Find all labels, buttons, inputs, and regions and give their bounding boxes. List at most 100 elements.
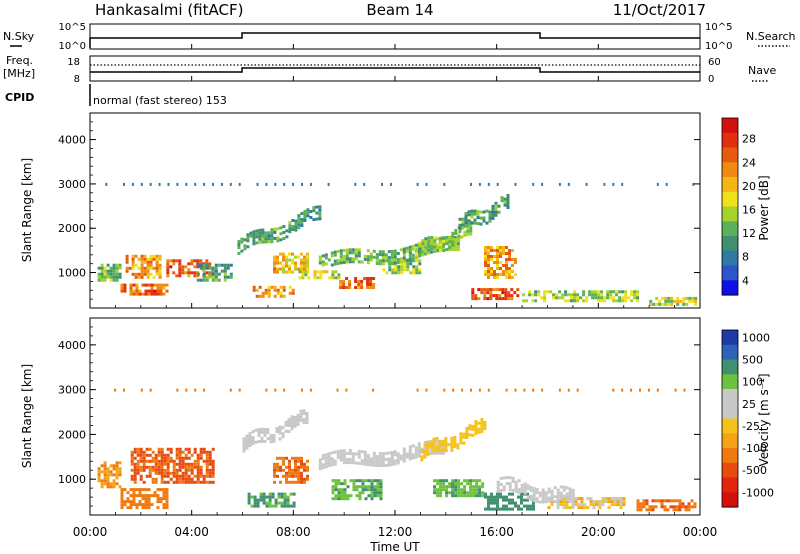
power-cell xyxy=(558,296,562,300)
velocity-cell xyxy=(451,482,455,486)
power-arc-cell xyxy=(500,199,504,203)
power-cell xyxy=(134,254,138,258)
velocity-cell xyxy=(448,491,452,495)
velocity-cell xyxy=(120,497,124,501)
velocity-arc-cell xyxy=(474,420,478,423)
velocity-arc-cell xyxy=(263,430,267,434)
power-cell xyxy=(508,267,511,270)
power-cell xyxy=(505,264,508,267)
velocity-cell xyxy=(589,503,593,507)
velocity-cell xyxy=(601,497,605,501)
velocity-cell xyxy=(292,492,296,496)
velocity-cell xyxy=(294,480,297,484)
power-arc-cell xyxy=(246,233,250,237)
power-cell xyxy=(505,270,508,273)
power-cell xyxy=(190,262,194,266)
power-arc-cell xyxy=(408,251,412,255)
power-cell xyxy=(676,296,680,300)
power-arc-cell xyxy=(414,249,418,253)
velocity-arc-cell xyxy=(378,461,382,465)
power-arc-cell xyxy=(418,241,422,245)
velocity-cell xyxy=(364,479,368,483)
velocity-cell xyxy=(616,503,620,507)
velocity-sparse-cell xyxy=(541,388,544,392)
velocity-cell xyxy=(487,498,490,502)
velocity-cell xyxy=(151,459,155,463)
power-arc-cell xyxy=(270,228,274,232)
velocity-arc-cell xyxy=(471,424,475,428)
power-colorbar-segment xyxy=(722,280,738,296)
power-cell xyxy=(543,296,547,300)
velocity-cell xyxy=(297,456,300,460)
velocity-cell xyxy=(145,447,149,451)
velocity-arc-cell xyxy=(263,427,267,431)
power-arc-cell xyxy=(393,258,397,262)
velocity-cell xyxy=(166,471,170,475)
power-cell xyxy=(159,289,163,293)
velocity-cell xyxy=(139,456,143,460)
power-cell xyxy=(576,293,580,297)
power-arc-cell xyxy=(318,217,322,221)
power-arc-cell xyxy=(494,207,498,211)
velocity-arc-cell xyxy=(499,488,503,492)
velocity-cell xyxy=(157,447,161,451)
velocity-cell xyxy=(181,450,185,454)
velocity-cell xyxy=(154,480,158,484)
power-cell xyxy=(214,263,218,267)
velocity-cell xyxy=(282,459,285,463)
velocity-arc-cell xyxy=(260,430,264,434)
velocity-arc-cell xyxy=(520,489,524,493)
power-arc-cell xyxy=(454,232,458,235)
power-arc-cell xyxy=(339,252,343,256)
power-cell xyxy=(354,277,358,280)
power-cell xyxy=(490,270,493,273)
velocity-cell xyxy=(208,453,212,457)
power-arc-cell xyxy=(457,238,461,242)
power-colorbar-segment xyxy=(722,162,738,178)
velocity-arc-cell xyxy=(429,445,433,449)
velocity-arc-cell xyxy=(330,460,334,464)
velocity-colorbar-segment xyxy=(722,330,738,346)
power-arc-cell xyxy=(436,248,440,252)
velocity-cell xyxy=(151,477,155,481)
power-cell xyxy=(144,292,148,296)
velocity-cell xyxy=(184,465,188,469)
power-arc-cell xyxy=(466,232,470,236)
velocity-arc-cell xyxy=(556,494,560,498)
velocity-cell xyxy=(142,462,146,466)
power-arc-cell xyxy=(357,254,361,258)
power-cell xyxy=(487,249,490,252)
velocity-cell xyxy=(361,491,365,495)
power-cell xyxy=(490,246,493,249)
velocity-cell xyxy=(376,485,380,489)
velocity-cell xyxy=(622,500,626,504)
power-cell xyxy=(273,288,277,292)
velocity-arc-cell xyxy=(426,447,430,451)
velocity-cell xyxy=(142,459,146,463)
velocity-cell xyxy=(508,492,511,496)
velocity-arc-cell xyxy=(423,440,427,444)
velocity-cell xyxy=(340,494,344,498)
velocity-cell xyxy=(259,498,263,502)
power-cell xyxy=(633,296,637,300)
velocity-arc-cell xyxy=(381,458,385,462)
power-arc-cell xyxy=(378,250,382,254)
velocity-cell xyxy=(463,494,467,498)
power-arc-cell xyxy=(411,256,415,260)
power-arc-cell xyxy=(318,214,322,218)
velocity-cell xyxy=(144,488,148,492)
power-cell xyxy=(156,283,160,287)
power-cell xyxy=(348,280,352,283)
velocity-cell xyxy=(291,474,294,478)
velocity-cell xyxy=(660,505,664,509)
velocity-arc-cell xyxy=(324,453,328,457)
velocity-colorbar-tick: -25 xyxy=(742,420,760,433)
velocity-cell xyxy=(496,507,499,511)
velocity-arc-cell xyxy=(357,461,361,465)
velocity-cell xyxy=(136,465,140,469)
power-cell xyxy=(484,261,487,264)
velocity-arc-cell xyxy=(429,449,433,452)
velocity-cell xyxy=(208,480,212,484)
power-colorbar-tick: 20 xyxy=(742,180,756,193)
power-sparse-cell xyxy=(425,182,428,186)
